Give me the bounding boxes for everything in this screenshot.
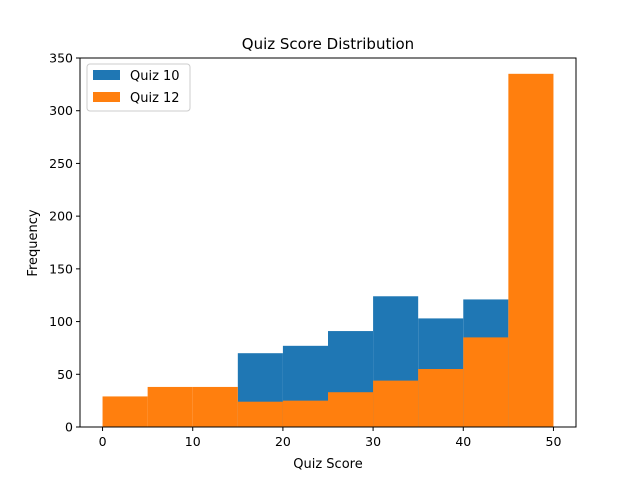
bar-series-1-bin-1 (147, 386, 193, 427)
y-tick-label-4: 200 (49, 209, 73, 224)
y-tick-label-6: 300 (49, 103, 73, 118)
bar-series-1-bin-3 (237, 401, 283, 427)
legend: Quiz 10 Quiz 12 (86, 63, 191, 112)
bar-series-1-bin-7 (418, 369, 464, 427)
legend-swatch-quiz-12 (93, 92, 120, 102)
legend-label-quiz-12: Quiz 12 (130, 91, 180, 106)
y-axis-label: Frequency (26, 209, 41, 276)
bar-series-1-bin-5 (328, 392, 374, 427)
legend-swatch-quiz-10 (93, 70, 120, 80)
y-tick-label-3: 150 (49, 261, 73, 276)
x-tick-label-4: 40 (455, 434, 471, 449)
bar-series-1-bin-9 (508, 73, 554, 428)
bar-series-1-bin-8 (463, 337, 509, 427)
bar-series-1-bin-6 (373, 380, 419, 427)
x-tick-label-5: 50 (546, 434, 562, 449)
y-tick-label-2: 100 (49, 314, 73, 329)
y-tick-label-1: 50 (57, 367, 73, 382)
bar-series-1-bin-0 (102, 396, 148, 427)
chart-title: Quiz Score Distribution (242, 35, 414, 53)
plot-frame (79, 57, 577, 428)
y-tick-label-5: 250 (49, 156, 73, 171)
bar-series-1-bin-4 (282, 400, 328, 427)
x-tick-label-2: 20 (275, 434, 291, 449)
x-tick-label-1: 10 (185, 434, 201, 449)
y-tick-label-7: 350 (49, 51, 73, 66)
y-tick-label-0: 0 (65, 420, 73, 435)
x-axis-label: Quiz Score (293, 457, 362, 472)
x-axis-ticks: 0 10 20 30 40 50 (99, 427, 562, 449)
y-axis-ticks: 0 50 100 150 200 250 300 350 (49, 51, 80, 435)
x-tick-label-3: 30 (365, 434, 381, 449)
legend-label-quiz-10: Quiz 10 (130, 69, 180, 84)
bar-series-1-bin-2 (192, 386, 238, 427)
bars-layer (102, 73, 554, 428)
x-tick-label-0: 0 (99, 434, 107, 449)
